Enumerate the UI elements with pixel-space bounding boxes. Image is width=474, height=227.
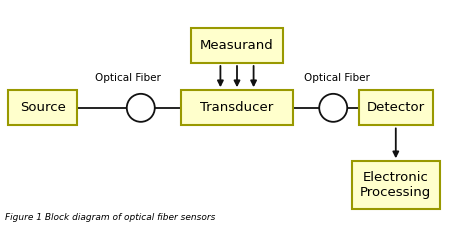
Ellipse shape [127,94,155,122]
Ellipse shape [319,94,347,122]
FancyBboxPatch shape [359,90,432,125]
Text: Measurand: Measurand [200,39,274,52]
Text: Optical Fiber: Optical Fiber [95,73,161,83]
Text: Figure 1 Block diagram of optical fiber sensors: Figure 1 Block diagram of optical fiber … [5,213,215,222]
Text: Electronic
Processing: Electronic Processing [360,171,431,199]
FancyBboxPatch shape [191,28,283,63]
FancyBboxPatch shape [181,90,292,125]
Text: Detector: Detector [367,101,425,114]
Text: Source: Source [20,101,65,114]
FancyBboxPatch shape [8,90,77,125]
Text: Transducer: Transducer [201,101,273,114]
FancyBboxPatch shape [352,161,439,209]
Text: Optical Fiber: Optical Fiber [304,73,369,83]
